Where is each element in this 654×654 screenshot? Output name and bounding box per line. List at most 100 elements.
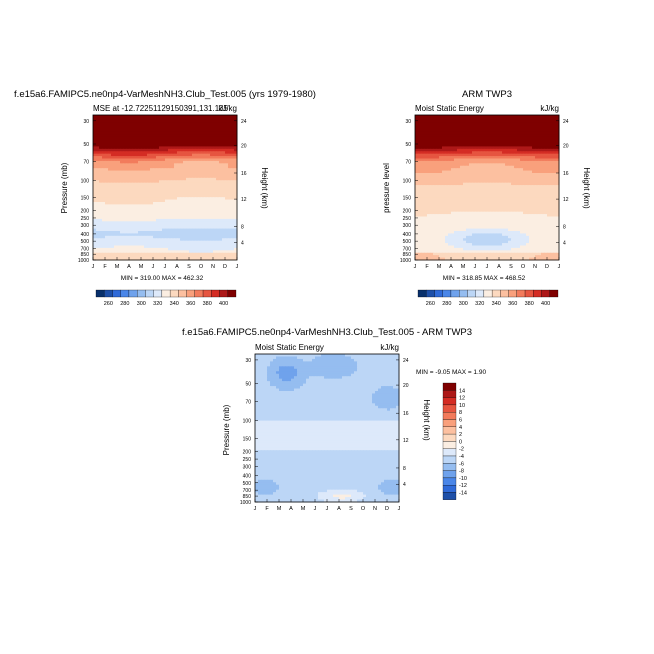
heatmap-cell [556,165,560,169]
heatmap-cell [472,158,476,162]
heatmap-cell [445,216,449,220]
heatmap-cell [165,218,169,222]
heatmap-cell [442,187,446,191]
heatmap-cell [120,170,124,174]
heatmap-cell [144,250,148,254]
heatmap-cell [228,158,232,162]
heatmap-cell [123,257,127,261]
heatmap-cell [120,129,124,133]
heatmap-cell [201,124,205,128]
heatmap-cell [138,148,142,152]
heatmap-cell [93,168,97,172]
heatmap-cell [472,170,476,174]
heatmap-cell [442,199,446,203]
heatmap-cell [120,257,124,261]
heatmap-cell [532,202,536,205]
heatmap-cell [141,194,145,198]
heatmap-cell [132,163,136,167]
heatmap-cell [147,206,151,210]
heatmap-cell [231,211,235,215]
heatmap-cell [144,199,148,203]
heatmap-cell [490,141,494,145]
heatmap-cell [535,163,539,167]
heatmap-cell [433,165,437,169]
heatmap-cell [207,216,211,220]
heatmap-cell [475,177,479,181]
heatmap-cell [102,221,106,225]
heatmap-cell [505,131,509,135]
heatmap-cell [541,182,545,186]
heatmap-cell [189,214,193,217]
heatmap-cell [219,255,223,259]
heatmap-cell [147,124,151,128]
heatmap-cell [210,146,214,150]
heatmap-cell [478,165,482,169]
heatmap-cell [120,240,124,244]
heatmap-cell [141,168,145,172]
heatmap-cell [114,211,118,215]
heatmap-cell [171,221,175,225]
heatmap-cell [162,173,166,176]
heatmap-cell [195,134,199,138]
heatmap-cell [123,247,127,251]
heatmap-cell [460,163,464,167]
heatmap-cell [529,117,533,121]
heatmap-cell [105,194,109,198]
heatmap-cell [210,189,214,193]
heatmap-cell [108,124,112,128]
heatmap-cell [222,131,226,135]
heatmap-cell [463,216,467,220]
heatmap-cell [135,243,139,246]
heatmap-cell [156,206,160,210]
heatmap-cell [228,250,232,254]
heatmap-cell [195,252,199,256]
heatmap-cell [433,206,437,210]
heatmap-cell [484,131,488,135]
heatmap-cell [198,235,202,239]
heatmap-cell [556,187,560,191]
heatmap-cell [460,170,464,174]
heatmap-cell [436,136,440,140]
heatmap-cell [556,197,560,201]
heatmap-cell [439,163,443,167]
heatmap-cell [451,199,455,203]
heatmap-cell [174,233,178,237]
heatmap-cell [511,192,515,196]
heatmap-cell [472,182,476,186]
heatmap-cell [493,170,497,174]
heatmap-cell [165,124,169,128]
heatmap-cell [499,160,503,164]
heatmap-cell [228,192,232,196]
heatmap-cell [147,165,151,169]
heatmap-cell [541,170,545,174]
heatmap-cell [219,160,223,164]
heatmap-cell [231,129,235,133]
heatmap-cell [105,228,109,232]
heatmap-cell [451,204,455,208]
heatmap-cell [418,168,422,172]
heatmap-cell [547,175,551,179]
heatmap-cell [466,187,470,191]
heatmap-cell [141,231,145,234]
heatmap-cell [529,134,533,138]
heatmap-cell [424,206,428,210]
heatmap-cell [132,158,136,162]
heatmap-cell [102,180,106,184]
heatmap-cell [186,148,190,152]
heatmap-cell [120,238,124,242]
heatmap-cell [508,160,512,164]
heatmap-cell [108,216,112,220]
heatmap-cell [228,146,232,150]
heatmap-cell [123,115,127,118]
heatmap-cell [538,206,542,210]
heatmap-cell [424,182,428,186]
heatmap-cell [499,146,503,150]
heatmap-cell [550,158,554,162]
heatmap-cell [162,124,166,128]
heatmap-cell [439,158,443,162]
heatmap-cell [451,136,455,140]
heatmap-cell [162,189,166,193]
heatmap-cell [532,204,536,208]
heatmap-cell [186,129,190,133]
heatmap-cell [475,189,479,193]
